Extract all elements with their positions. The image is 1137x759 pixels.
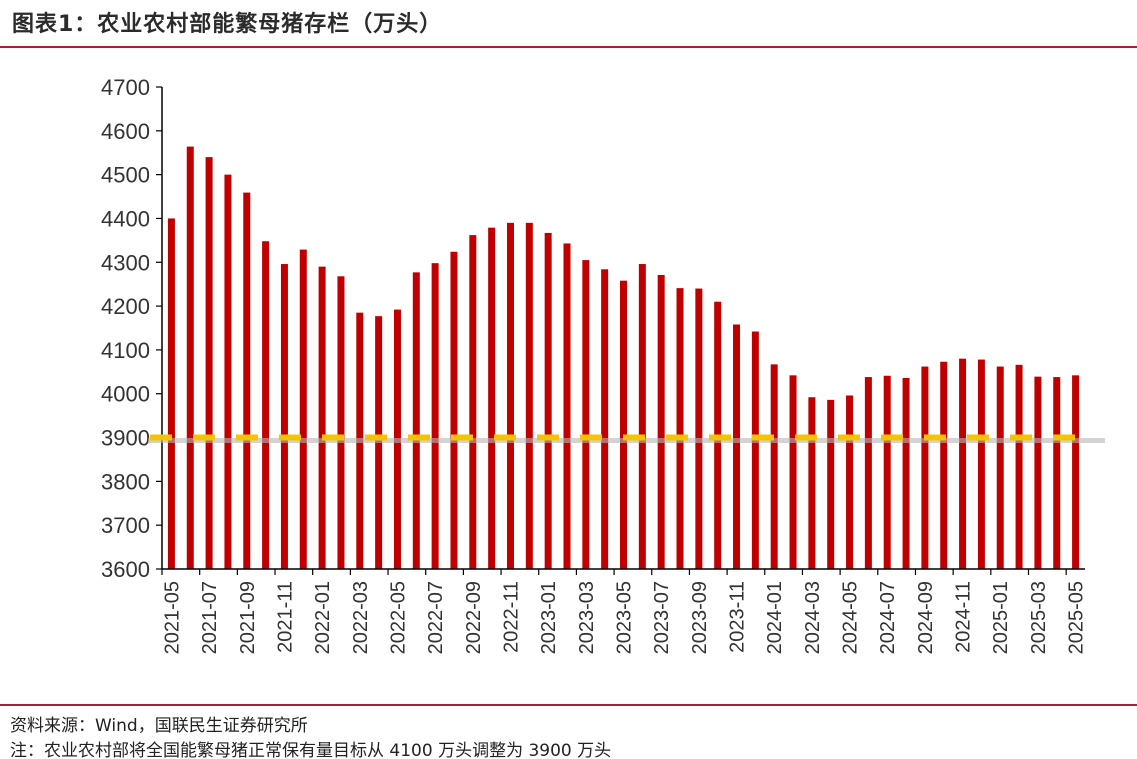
- bar-2021-08: [224, 174, 232, 569]
- x-tick-label: 2024-01: [764, 581, 786, 654]
- bar-2024-10: [940, 361, 948, 569]
- bar-2022-01: [318, 266, 326, 569]
- bar-2021-12: [299, 249, 307, 569]
- bar-2021-10: [262, 241, 270, 570]
- y-tick-label: 4500: [101, 163, 150, 188]
- bars-group: [167, 146, 1080, 570]
- bar-2024-11: [959, 358, 967, 569]
- bar-2023-05: [620, 280, 627, 569]
- y-axis: 3600 3700 3800 3900 4000 4100 4200 4300 4400 4500…: [101, 75, 163, 582]
- bar-2025-02: [1015, 364, 1023, 569]
- bar-2024-12: [977, 359, 985, 569]
- x-tick-label: 2023-05: [614, 581, 636, 654]
- bar-2021-07: [205, 157, 213, 570]
- target-line-group: [148, 434, 1105, 444]
- source-text: 资料来源：Wind，国联民生证券研究所: [10, 716, 308, 736]
- y-tick-label: 4100: [101, 338, 150, 363]
- bar-2025-05: [1072, 375, 1080, 569]
- bar-2025-01: [996, 366, 1004, 569]
- bar-chart: 3600 3700 3800 3900 4000 4100 4200 4300 4400 4500…: [0, 50, 1137, 700]
- bar-2022-09: [469, 235, 477, 570]
- bar-2023-08: [676, 288, 684, 569]
- x-tick-label: 2024-07: [877, 581, 899, 654]
- y-tick-label: 4000: [101, 382, 150, 407]
- chart-title: 图表1：农业农村部能繁母猪存栏（万头）: [12, 12, 443, 37]
- bar-2024-08: [902, 377, 910, 569]
- bar-2023-01: [544, 232, 552, 569]
- x-tick-label: 2024-09: [915, 581, 937, 654]
- y-tick-label: 3800: [101, 469, 150, 494]
- bar-2023-06: [638, 264, 646, 569]
- x-axis: 2021-05 2021-07 2021-09 2021-11 2022-01 2022-…: [161, 568, 1088, 654]
- bar-2021-06: [186, 146, 194, 569]
- bar-2025-04: [1053, 377, 1061, 569]
- x-tick-label: 2023-09: [689, 581, 711, 654]
- bar-2024-04: [827, 399, 835, 569]
- x-tick-label: 2021-09: [237, 581, 259, 654]
- x-tick-label: 2021-05: [161, 581, 183, 654]
- x-tick-label: 2023-07: [651, 581, 673, 654]
- note-text: 注：农业农村部将全国能繁母猪正常保有量目标从 4100 万头调整为 3900 万…: [10, 741, 612, 758]
- x-tick-label: 2022-07: [425, 581, 447, 654]
- x-tick-label: 2024-11: [953, 581, 975, 653]
- bar-2022-02: [337, 276, 345, 569]
- x-tick-label: 2025-05: [1066, 581, 1088, 654]
- bar-2024-07: [883, 375, 891, 569]
- y-tick-label: 3600: [101, 557, 150, 582]
- x-tick-label: 2022-11: [500, 581, 522, 653]
- bar-2022-11: [506, 222, 514, 569]
- bar-2024-09: [921, 366, 929, 569]
- bar-2022-10: [488, 227, 496, 569]
- x-tick-label: 2023-01: [538, 581, 560, 654]
- y-tick-label: 3700: [101, 513, 150, 538]
- bar-2023-12: [751, 331, 759, 569]
- bar-2023-07: [657, 274, 665, 569]
- x-tick-label: 2023-11: [727, 581, 749, 653]
- x-tick-label: 2021-11: [274, 581, 296, 653]
- x-tick-label: 2025-03: [1028, 581, 1050, 654]
- bar-2023-02: [563, 243, 571, 569]
- bar-2022-08: [450, 251, 458, 569]
- bar-2023-03: [582, 260, 590, 569]
- bar-2022-12: [525, 222, 533, 569]
- bar-2023-11: [733, 324, 741, 569]
- bar-2021-11: [280, 264, 288, 569]
- bar-2024-01: [770, 364, 778, 569]
- bar-2024-06: [864, 377, 872, 569]
- y-tick-label: 4600: [101, 119, 150, 144]
- bar-2024-05: [846, 395, 854, 569]
- x-tick-label: 2022-09: [463, 581, 485, 654]
- y-tick-label: 4700: [101, 75, 150, 100]
- x-tick-label: 2024-03: [802, 581, 824, 654]
- y-tick-label: 4300: [101, 250, 150, 275]
- bar-2024-03: [808, 397, 816, 569]
- bar-2021-09: [243, 192, 251, 569]
- x-tick-label: 2022-05: [387, 581, 409, 654]
- y-tick-label: 4200: [101, 294, 150, 319]
- bar-2024-02: [789, 375, 797, 569]
- bar-2021-05: [167, 218, 175, 569]
- x-tick-label: 2023-03: [576, 581, 598, 654]
- bar-2023-09: [695, 288, 703, 569]
- y-tick-label: 4400: [101, 206, 150, 231]
- y-tick-label: 3900: [101, 426, 150, 451]
- x-tick-label: 2022-01: [312, 581, 334, 654]
- title-divider: [0, 46, 1137, 48]
- x-tick-label: 2022-03: [350, 581, 372, 654]
- bar-2022-06: [412, 272, 420, 569]
- chart-svg: 3600 3700 3800 3900 4000 4100 4200 4300 4400 4500…: [101, 75, 1105, 654]
- x-tick-label: 2025-01: [990, 581, 1012, 654]
- x-tick-label: 2021-07: [199, 581, 221, 654]
- footer-divider: [0, 704, 1137, 706]
- bar-2023-04: [601, 269, 609, 569]
- bar-2025-03: [1034, 376, 1042, 569]
- x-tick-label: 2024-05: [840, 581, 862, 654]
- bar-2022-07: [431, 263, 439, 569]
